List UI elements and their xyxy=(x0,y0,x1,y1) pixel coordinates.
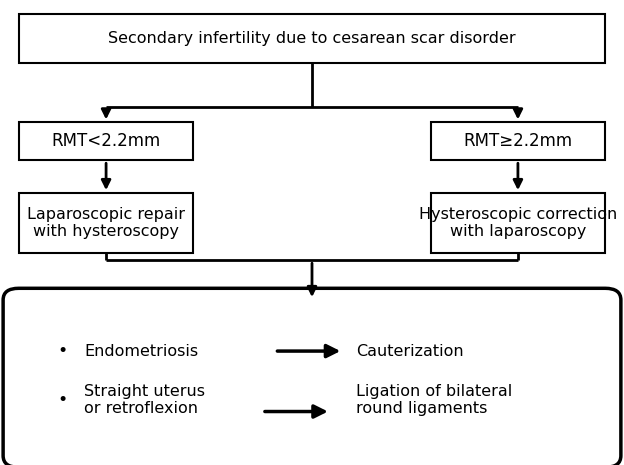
Text: RMT<2.2mm: RMT<2.2mm xyxy=(51,133,161,150)
Text: Endometriosis: Endometriosis xyxy=(84,344,198,359)
Text: Cauterization: Cauterization xyxy=(356,344,463,359)
Text: Straight uterus
or retroflexion: Straight uterus or retroflexion xyxy=(84,384,205,416)
Text: RMT≥2.2mm: RMT≥2.2mm xyxy=(464,133,572,150)
FancyBboxPatch shape xyxy=(19,193,193,253)
FancyBboxPatch shape xyxy=(3,288,621,465)
Text: Secondary infertility due to cesarean scar disorder: Secondary infertility due to cesarean sc… xyxy=(108,31,516,46)
Text: Ligation of bilateral
round ligaments: Ligation of bilateral round ligaments xyxy=(356,384,512,416)
Text: •: • xyxy=(57,391,67,409)
Text: Hysteroscopic correction
with laparoscopy: Hysteroscopic correction with laparoscop… xyxy=(419,207,617,239)
Text: Laparoscopic repair
with hysteroscopy: Laparoscopic repair with hysteroscopy xyxy=(27,207,185,239)
Text: •: • xyxy=(57,342,67,360)
FancyBboxPatch shape xyxy=(431,122,605,160)
FancyBboxPatch shape xyxy=(431,193,605,253)
FancyBboxPatch shape xyxy=(19,122,193,160)
FancyBboxPatch shape xyxy=(19,14,605,63)
